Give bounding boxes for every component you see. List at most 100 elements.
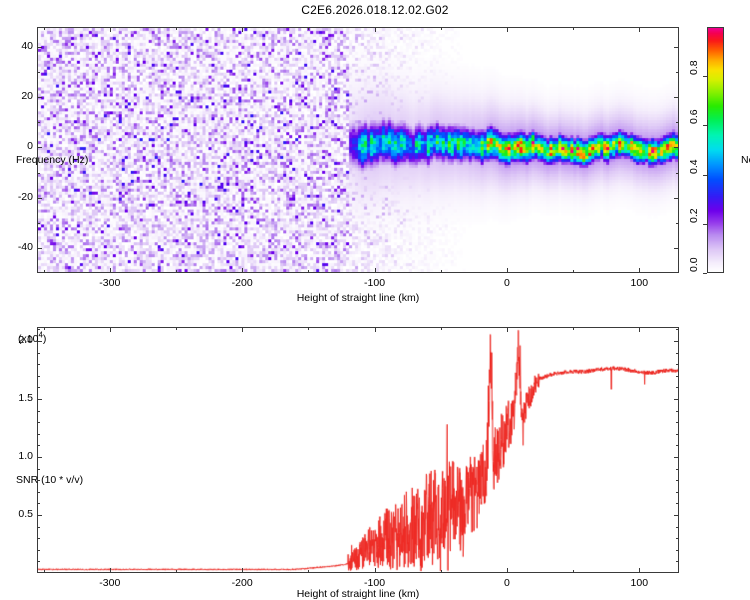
snr-ytick-minor — [676, 538, 679, 540]
snr-ytick-label: 1.0 — [18, 449, 33, 462]
colorbar-tick-label-text: 0.4 — [688, 158, 700, 174]
snr-ytick — [674, 456, 679, 458]
colorbar-tick — [703, 125, 707, 127]
colorbar-tick-label: 0.6 — [688, 110, 703, 136]
spectrogram-ytick — [674, 247, 679, 249]
snr-y-axis-title: SNR (10 * v/v) — [16, 470, 83, 488]
snr-xtick — [506, 327, 508, 332]
spectrogram-xtick — [242, 268, 244, 273]
spectrogram-xtick — [639, 268, 641, 273]
snr-xtick-minor — [43, 570, 45, 573]
spectrogram-ytick-label: 0 — [27, 140, 33, 153]
snr-ytick-minor — [676, 410, 679, 412]
spectrogram-xtick-minor — [573, 270, 575, 273]
snr-ytick — [674, 514, 679, 516]
snr-ytick — [37, 340, 42, 342]
spectrogram-y-axis-title: Frequency (Hz) — [16, 150, 88, 168]
snr-xtick — [506, 568, 508, 573]
snr-ytick-minor — [37, 387, 40, 389]
snr-ytick-minor — [676, 433, 679, 435]
snr-ytick-minor — [37, 503, 40, 505]
snr-ytick-label: 2.0 — [18, 333, 33, 346]
colorbar — [707, 27, 724, 273]
snr-ytick-minor — [676, 561, 679, 563]
spectrogram-xtick-label: -300 — [99, 277, 121, 289]
spectrogram-ytick-minor — [676, 172, 679, 174]
spectrogram-xtick-minor — [440, 27, 442, 30]
snr-ytick-minor — [676, 375, 679, 377]
spectrogram-ytick — [674, 147, 679, 149]
spectrogram-xtick — [506, 27, 508, 32]
snr-xtick-minor — [43, 327, 45, 330]
colorbar-tick — [703, 223, 707, 225]
colorbar-gradient — [708, 28, 723, 272]
spectrogram-xtick — [374, 268, 376, 273]
snr-plot-area — [37, 327, 679, 573]
spectrogram-xtick-label: -100 — [364, 277, 386, 289]
snr-xtick-label: 100 — [630, 577, 649, 589]
snr-ytick-label: 0.5 — [18, 507, 33, 520]
spectrogram-ytick-minor — [37, 222, 40, 224]
snr-xtick — [374, 327, 376, 332]
spectrogram-ytick-minor — [37, 172, 40, 174]
snr-xtick-minor — [175, 570, 177, 573]
spectrogram-xtick-minor — [43, 27, 45, 30]
snr-ytick-minor — [37, 375, 40, 377]
spectrogram-ytick-label: 40 — [21, 40, 33, 53]
snr-ytick-minor — [676, 387, 679, 389]
colorbar-title-text: Normalized spectral amplitude — [741, 154, 750, 166]
spectrogram-ytick-label: -20 — [17, 190, 33, 203]
spectrogram-ytick-minor — [676, 122, 679, 124]
spectrogram-xtick-minor — [573, 27, 575, 30]
spectrogram-ytick-label: -40 — [17, 240, 33, 253]
spectrogram-ytick — [674, 197, 679, 199]
snr-ytick-minor — [37, 422, 40, 424]
snr-xtick — [109, 568, 111, 573]
snr-ytick-minor — [676, 549, 679, 551]
spectrogram-x-axis-title: Height of straight line (km) — [296, 292, 420, 304]
snr-ytick-minor — [676, 422, 679, 424]
spectrogram-xtick-label: -200 — [231, 277, 253, 289]
snr-ytick-minor — [676, 468, 679, 470]
colorbar-tick-label: 0.0 — [688, 257, 703, 284]
snr-ytick-minor — [676, 491, 679, 493]
snr-ytick-minor — [676, 352, 679, 354]
snr-xtick-minor — [308, 570, 310, 573]
spectrogram-xtick-minor — [43, 270, 45, 273]
snr-ytick — [37, 514, 42, 516]
snr-x-axis-title: Height of straight line (km) — [296, 588, 420, 600]
colorbar-title: Normalized spectral amplitude — [741, 150, 750, 168]
snr-xtick-minor — [308, 327, 310, 330]
snr-ytick-minor — [37, 433, 40, 435]
snr-ytick-minor — [37, 410, 40, 412]
spectrogram-ytick — [674, 47, 679, 49]
colorbar-tick — [703, 174, 707, 176]
snr-xtick — [242, 327, 244, 332]
snr-ytick — [674, 398, 679, 400]
snr-ytick — [37, 398, 42, 400]
spectrogram-xtick-minor — [308, 270, 310, 273]
spectrogram-ytick-label: 20 — [21, 90, 33, 103]
snr-ytick-minor — [676, 526, 679, 528]
spectrogram-xtick — [109, 268, 111, 273]
snr-xtick — [109, 327, 111, 332]
colorbar-tick-label: 0.4 — [688, 159, 703, 186]
snr-y-axis-title-text: SNR (10 * v/v) — [16, 474, 84, 486]
spectrogram-xtick-minor — [175, 27, 177, 30]
colorbar-tick-label-text: 0.6 — [688, 109, 700, 125]
colorbar-tick — [703, 76, 707, 78]
snr-ytick-minor — [37, 526, 40, 528]
spectrogram-ytick — [37, 197, 42, 199]
spectrogram-y-axis-title-text: Frequency (Hz) — [16, 154, 89, 166]
colorbar-tick-label-text: 0.0 — [688, 257, 700, 272]
colorbar-tick-label: 0.2 — [688, 208, 703, 235]
snr-exponent-label: (x104) — [18, 330, 46, 345]
snr-xtick — [639, 327, 641, 332]
snr-ytick-minor — [37, 329, 40, 331]
spectrogram-xtick — [109, 27, 111, 32]
snr-ytick-minor — [676, 445, 679, 447]
snr-ytick-minor — [37, 549, 40, 551]
snr-xtick-minor — [440, 570, 442, 573]
spectrogram-xtick-label: 100 — [630, 277, 649, 289]
